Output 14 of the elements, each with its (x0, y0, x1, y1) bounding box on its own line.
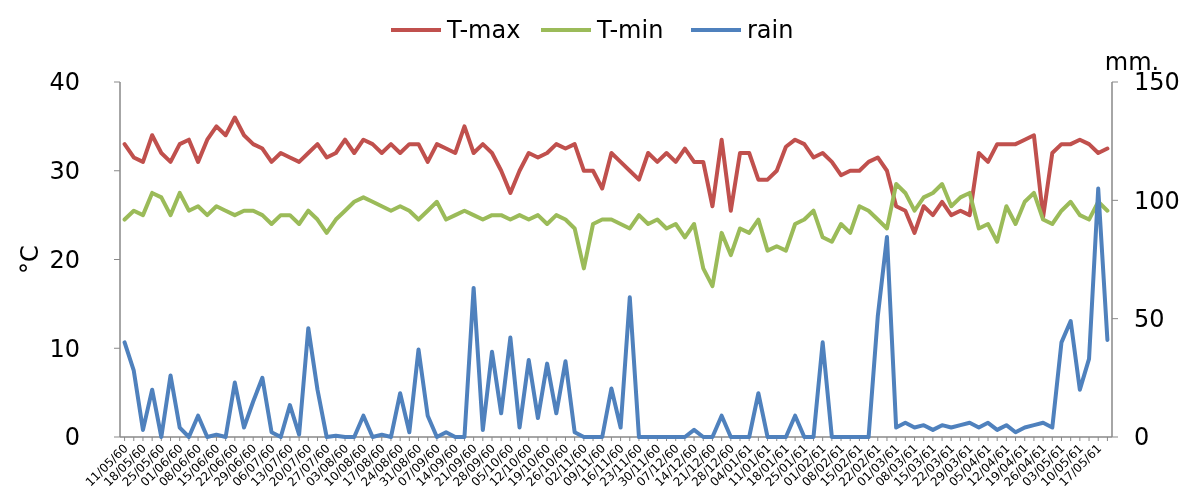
y2-tick-label: 100 (1134, 186, 1180, 215)
legend-label: T-min (596, 16, 664, 45)
legend-label: T-max (446, 16, 521, 45)
y-tick-label: 0 (64, 423, 80, 452)
y-tick-label: 10 (49, 334, 80, 363)
legend-label: rain (747, 16, 794, 45)
line-series (122, 182, 1110, 289)
y-tick-label: 40 (49, 68, 80, 97)
y2-tick-label: 50 (1134, 305, 1165, 334)
line-series (122, 115, 1110, 235)
y-axis-title: °C (16, 245, 44, 274)
y-tick-label: 20 (49, 245, 80, 274)
y-tick-label: 30 (49, 157, 80, 186)
y2-tick-label: 0 (1134, 423, 1150, 452)
